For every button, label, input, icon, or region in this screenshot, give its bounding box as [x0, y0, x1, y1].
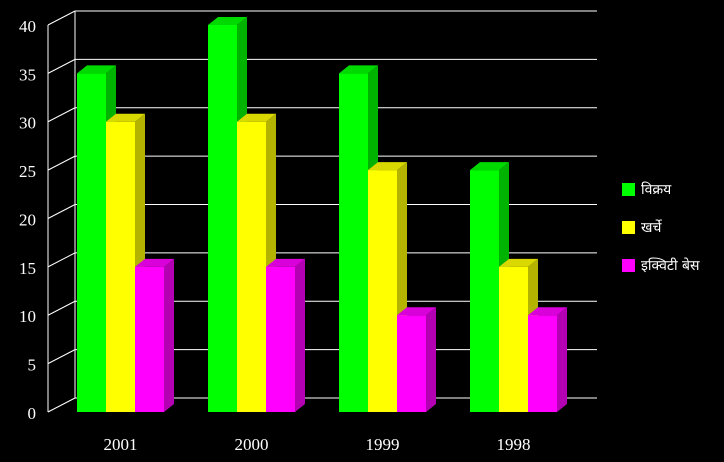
- bar-top: [528, 307, 567, 316]
- bar: [470, 170, 499, 412]
- grid-line: [47, 107, 76, 123]
- bar-top: [77, 65, 116, 74]
- legend-swatch: [622, 259, 635, 272]
- bar-top: [470, 162, 509, 171]
- y-tick-label: 40: [19, 17, 36, 36]
- y-tick-label: 0: [28, 404, 37, 423]
- bar: [499, 266, 528, 412]
- bar: [397, 315, 426, 412]
- bar-top: [397, 307, 436, 316]
- grid-line: [47, 349, 76, 365]
- x-tick-label: 2000: [235, 435, 269, 454]
- bar-side: [426, 307, 436, 412]
- bar: [528, 315, 557, 412]
- grid-line: [47, 58, 76, 74]
- bar: [106, 121, 135, 412]
- grid-line: [47, 300, 76, 316]
- bar-side: [164, 258, 174, 412]
- grid-line: [47, 155, 76, 171]
- bar-top: [339, 65, 378, 74]
- legend-swatch: [622, 221, 635, 234]
- bar: [77, 73, 106, 412]
- bar-top: [368, 162, 407, 171]
- bar: [208, 25, 237, 412]
- bar-top: [237, 113, 276, 122]
- bar: [368, 170, 397, 412]
- legend-swatch: [622, 183, 635, 196]
- bar-top: [106, 113, 145, 122]
- grid-line: [47, 204, 76, 219]
- bar-side: [557, 307, 567, 412]
- y-tick-label: 5: [28, 356, 37, 375]
- bar: [266, 266, 295, 412]
- bar-top: [208, 17, 247, 25]
- y-tick-label: 20: [19, 210, 36, 229]
- legend-label: खर्चे: [641, 219, 662, 236]
- bar: [135, 266, 164, 412]
- y-tick-label: 30: [19, 114, 36, 133]
- y-tick-label: 35: [19, 65, 36, 84]
- legend-label: विक्रय: [641, 181, 672, 198]
- bar-side: [295, 258, 305, 412]
- bar: [237, 121, 266, 412]
- grid-line: [47, 252, 76, 268]
- y-tick-label: 25: [19, 162, 36, 181]
- x-tick-label: 2001: [104, 435, 138, 454]
- bar-top: [266, 258, 305, 267]
- bar-top: [499, 258, 538, 267]
- grid-line: [47, 10, 76, 26]
- y-tick-label: 15: [19, 259, 36, 278]
- x-tick-label: 1999: [366, 435, 400, 454]
- bar-top: [135, 258, 174, 267]
- grid-line: [47, 397, 76, 413]
- bar: [339, 73, 368, 412]
- x-tick-label: 1998: [497, 435, 531, 454]
- legend-label: इक्विटी बेस: [641, 257, 700, 274]
- y-tick-label: 10: [19, 307, 36, 326]
